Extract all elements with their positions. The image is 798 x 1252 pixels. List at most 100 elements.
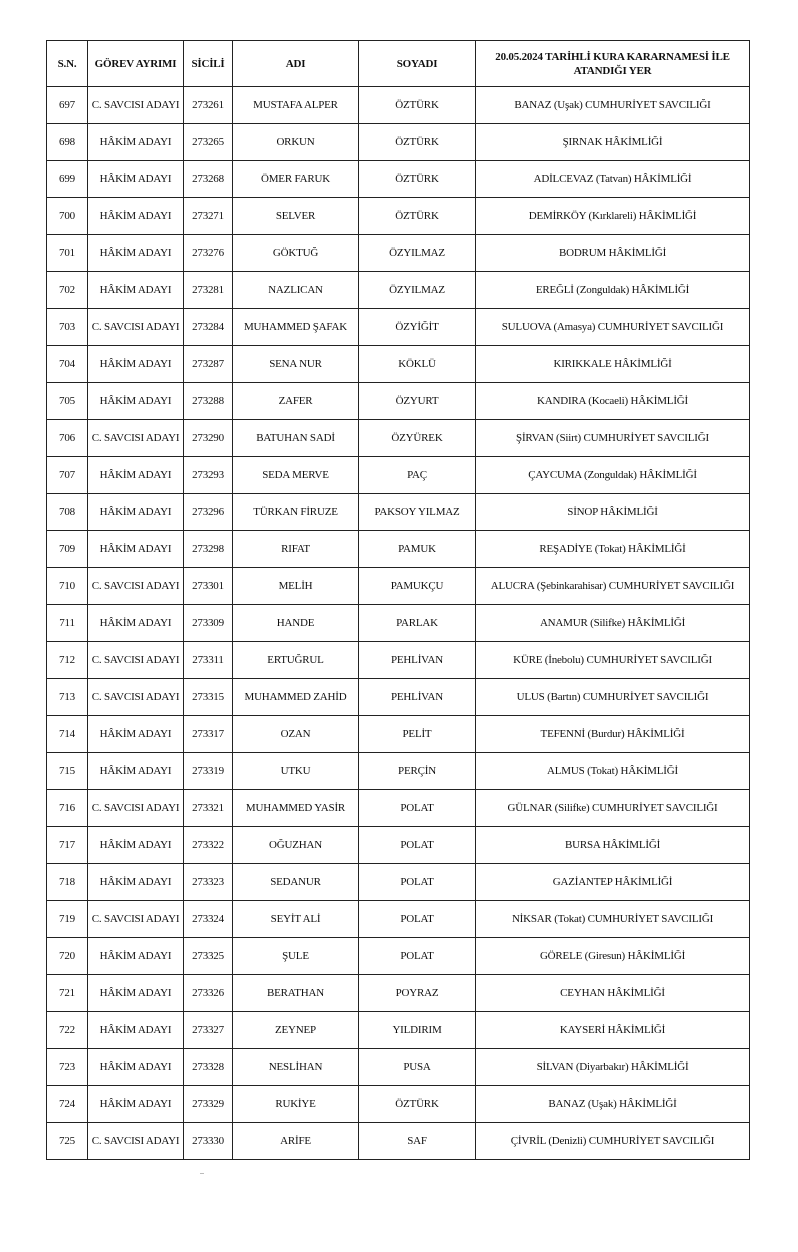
table-row: 712 C. SAVCISI ADAYI 273311 ERTUĞRUL PEHLİVA… — [46, 641, 750, 679]
scan-artifact — [200, 1173, 204, 1174]
cell-atandigi-yer: SULUOVA (Amasya) CUMHURİYET SAVCILIĞI — [475, 308, 750, 346]
cell-atandigi-yer: NİKSAR (Tokat) CUMHURİYET SAVCILIĞI — [475, 900, 750, 938]
cell-sicili: 273319 — [183, 752, 233, 790]
cell-soyadi: PAÇ — [358, 456, 476, 494]
cell-gorev-ayrimi: HÂKİM ADAYI — [87, 863, 184, 901]
cell-sn: 724 — [46, 1085, 88, 1123]
cell-soyadi: PEHLİVAN — [358, 641, 476, 679]
cell-sicili: 273290 — [183, 419, 233, 457]
cell-adi: UTKU — [232, 752, 359, 790]
cell-adi: MELİH — [232, 567, 359, 605]
cell-soyadi: SAF — [358, 1122, 476, 1160]
cell-adi: MUHAMMED ŞAFAK — [232, 308, 359, 346]
cell-sicili: 273322 — [183, 826, 233, 864]
cell-sicili: 273261 — [183, 86, 233, 124]
cell-soyadi: PERÇİN — [358, 752, 476, 790]
table-row: 714 HÂKİM ADAYI 273317 OZAN PELİT TEFENNİ (Bu… — [46, 715, 750, 753]
cell-sn: 714 — [46, 715, 88, 753]
cell-soyadi: PAKSOY YILMAZ — [358, 493, 476, 531]
cell-gorev-ayrimi: HÂKİM ADAYI — [87, 160, 184, 198]
cell-atandigi-yer: BANAZ (Uşak) CUMHURİYET SAVCILIĞI — [475, 86, 750, 124]
header-gorev-ayrimi: GÖREV AYRIMI — [87, 40, 184, 87]
cell-sn: 697 — [46, 86, 88, 124]
cell-sn: 715 — [46, 752, 88, 790]
cell-sicili: 273315 — [183, 678, 233, 716]
cell-sicili: 273326 — [183, 974, 233, 1012]
cell-soyadi: ÖZTÜRK — [358, 197, 476, 235]
cell-gorev-ayrimi: HÂKİM ADAYI — [87, 197, 184, 235]
cell-atandigi-yer: BURSA HÂKİMLİĞİ — [475, 826, 750, 864]
table-row: 709 HÂKİM ADAYI 273298 RIFAT PAMUK REŞADİYE (… — [46, 530, 750, 568]
cell-gorev-ayrimi: C. SAVCISI ADAYI — [87, 1122, 184, 1160]
cell-soyadi: PUSA — [358, 1048, 476, 1086]
cell-sn: 704 — [46, 345, 88, 383]
table-row: 724 HÂKİM ADAYI 273329 RUKİYE ÖZTÜRK BANAZ (U… — [46, 1085, 750, 1123]
cell-soyadi: PARLAK — [358, 604, 476, 642]
cell-adi: SEYİT ALİ — [232, 900, 359, 938]
cell-atandigi-yer: ANAMUR (Silifke) HÂKİMLİĞİ — [475, 604, 750, 642]
cell-sn: 699 — [46, 160, 88, 198]
cell-atandigi-yer: ALUCRA (Şebinkarahisar) CUMHURİYET SAVCI… — [475, 567, 750, 605]
table-row: 707 HÂKİM ADAYI 273293 SEDA MERVE PAÇ ÇAYCUMA… — [46, 456, 750, 494]
table-row: 716 C. SAVCISI ADAYI 273321 MUHAMMED YASİR P… — [46, 789, 750, 827]
cell-soyadi: ÖZYÜREK — [358, 419, 476, 457]
cell-sicili: 273288 — [183, 382, 233, 420]
cell-soyadi: ÖZTÜRK — [358, 123, 476, 161]
cell-sicili: 273329 — [183, 1085, 233, 1123]
cell-gorev-ayrimi: C. SAVCISI ADAYI — [87, 567, 184, 605]
cell-sicili: 273293 — [183, 456, 233, 494]
header-sicili: SİCİLİ — [183, 40, 233, 87]
cell-adi: ARİFE — [232, 1122, 359, 1160]
cell-atandigi-yer: ALMUS (Tokat) HÂKİMLİĞİ — [475, 752, 750, 790]
cell-soyadi: POLAT — [358, 789, 476, 827]
cell-soyadi: PAMUK — [358, 530, 476, 568]
table-row: 704 HÂKİM ADAYI 273287 SENA NUR KÖKLÜ KIRIKKA… — [46, 345, 750, 383]
table-row: 720 HÂKİM ADAYI 273325 ŞULE POLAT GÖRELE (Gir… — [46, 937, 750, 975]
cell-sicili: 273328 — [183, 1048, 233, 1086]
cell-sn: 713 — [46, 678, 88, 716]
cell-atandigi-yer: KANDIRA (Kocaeli) HÂKİMLİĞİ — [475, 382, 750, 420]
cell-sn: 702 — [46, 271, 88, 309]
cell-soyadi: POLAT — [358, 863, 476, 901]
cell-gorev-ayrimi: HÂKİM ADAYI — [87, 974, 184, 1012]
cell-atandigi-yer: ÇAYCUMA (Zonguldak) HÂKİMLİĞİ — [475, 456, 750, 494]
cell-sicili: 273317 — [183, 715, 233, 753]
table-row: 706 C. SAVCISI ADAYI 273290 BATUHAN SADİ ÖZY… — [46, 419, 750, 457]
cell-gorev-ayrimi: HÂKİM ADAYI — [87, 826, 184, 864]
cell-adi: SEDA MERVE — [232, 456, 359, 494]
cell-adi: ÖMER FARUK — [232, 160, 359, 198]
table-row: 697 C. SAVCISI ADAYI 273261 MUSTAFA ALPER ÖZ… — [46, 86, 750, 124]
cell-sn: 718 — [46, 863, 88, 901]
table-row: 702 HÂKİM ADAYI 273281 NAZLICAN ÖZYILMAZ EREĞ… — [46, 271, 750, 309]
header-sn: S.N. — [46, 40, 88, 87]
cell-adi: NESLİHAN — [232, 1048, 359, 1086]
cell-gorev-ayrimi: HÂKİM ADAYI — [87, 456, 184, 494]
cell-adi: OZAN — [232, 715, 359, 753]
table-row: 719 C. SAVCISI ADAYI 273324 SEYİT ALİ POLAT N… — [46, 900, 750, 938]
cell-gorev-ayrimi: C. SAVCISI ADAYI — [87, 86, 184, 124]
cell-sn: 701 — [46, 234, 88, 272]
cell-sicili: 273330 — [183, 1122, 233, 1160]
cell-sicili: 273309 — [183, 604, 233, 642]
table-row: 715 HÂKİM ADAYI 273319 UTKU PERÇİN ALMUS (Tok… — [46, 752, 750, 790]
cell-sn: 707 — [46, 456, 88, 494]
table-row: 701 HÂKİM ADAYI 273276 GÖKTUĞ ÖZYILMAZ BODRUM… — [46, 234, 750, 272]
cell-sn: 706 — [46, 419, 88, 457]
cell-sn: 710 — [46, 567, 88, 605]
cell-sicili: 273276 — [183, 234, 233, 272]
table-row: 710 C. SAVCISI ADAYI 273301 MELİH PAMUKÇU ALU… — [46, 567, 750, 605]
cell-atandigi-yer: BODRUM HÂKİMLİĞİ — [475, 234, 750, 272]
table-row: 721 HÂKİM ADAYI 273326 BERATHAN POYRAZ CEYHAN… — [46, 974, 750, 1012]
cell-soyadi: PELİT — [358, 715, 476, 753]
table-row: 713 C. SAVCISI ADAYI 273315 MUHAMMED ZAHİD P… — [46, 678, 750, 716]
cell-sicili: 273287 — [183, 345, 233, 383]
cell-sicili: 273281 — [183, 271, 233, 309]
cell-adi: MUHAMMED ZAHİD — [232, 678, 359, 716]
cell-atandigi-yer: DEMİRKÖY (Kırklareli) HÂKİMLİĞİ — [475, 197, 750, 235]
table-row: 717 HÂKİM ADAYI 273322 OĞUZHAN POLAT BURSA HÂ… — [46, 826, 750, 864]
cell-gorev-ayrimi: HÂKİM ADAYI — [87, 382, 184, 420]
cell-atandigi-yer: SİLVAN (Diyarbakır) HÂKİMLİĞİ — [475, 1048, 750, 1086]
table-row: 698 HÂKİM ADAYI 273265 ORKUN ÖZTÜRK ŞIRNAK HÂ… — [46, 123, 750, 161]
cell-soyadi: ÖZYURT — [358, 382, 476, 420]
header-row: S.N. GÖREV AYRIMI SİCİLİ ADI SOYADI 20.0… — [46, 40, 750, 87]
